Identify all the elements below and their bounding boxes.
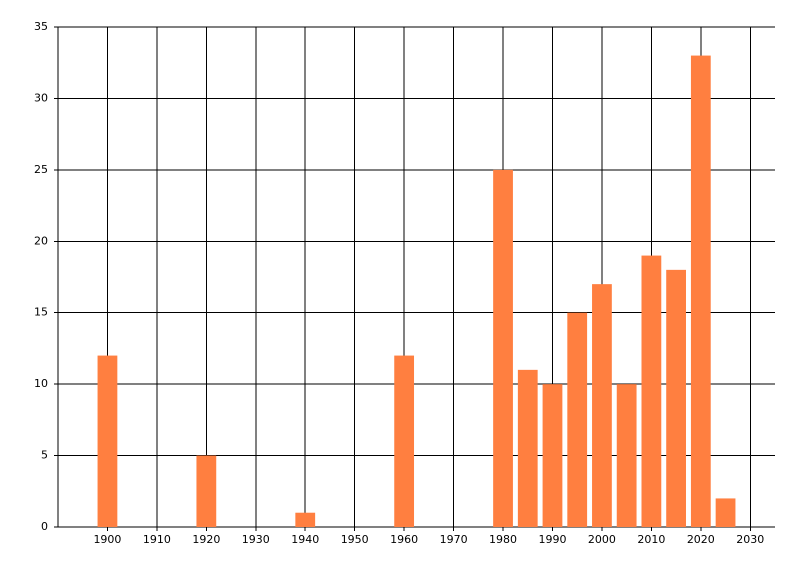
bar (690, 55, 711, 527)
bar (592, 284, 612, 527)
bar (666, 269, 686, 527)
x-tick-label: 1940 (291, 533, 319, 546)
x-tick-label: 1910 (143, 533, 171, 546)
y-tick-label: 30 (34, 91, 48, 104)
bar (493, 169, 513, 527)
bar (196, 455, 217, 527)
bar (616, 384, 637, 527)
x-tick-label: 2020 (687, 533, 715, 546)
bar (641, 255, 662, 528)
bar (715, 498, 736, 527)
y-tick-label: 25 (34, 163, 48, 176)
y-tick-label: 20 (34, 234, 48, 247)
bar (394, 355, 415, 527)
bar (97, 355, 118, 527)
x-tick-label: 1960 (390, 533, 418, 546)
y-tick-label: 10 (34, 377, 48, 390)
y-tick-label: 15 (34, 306, 48, 319)
bar (295, 512, 316, 527)
bar (542, 384, 563, 527)
x-tick-label: 1900 (93, 533, 121, 546)
bar (567, 312, 588, 527)
x-tick-label: 1980 (489, 533, 517, 546)
x-tick-label: 2010 (637, 533, 665, 546)
x-tick-label: 2000 (588, 533, 616, 546)
y-tick-label: 5 (41, 449, 48, 462)
x-tick-label: 1950 (341, 533, 369, 546)
y-tick-label: 35 (34, 20, 48, 33)
x-tick-label: 1990 (538, 533, 566, 546)
y-tick-label: 0 (41, 520, 48, 533)
x-tick-label: 1970 (440, 533, 468, 546)
x-tick-label: 1930 (242, 533, 270, 546)
bar (517, 369, 538, 527)
x-tick-label: 1920 (192, 533, 220, 546)
x-tick-label: 2030 (736, 533, 764, 546)
